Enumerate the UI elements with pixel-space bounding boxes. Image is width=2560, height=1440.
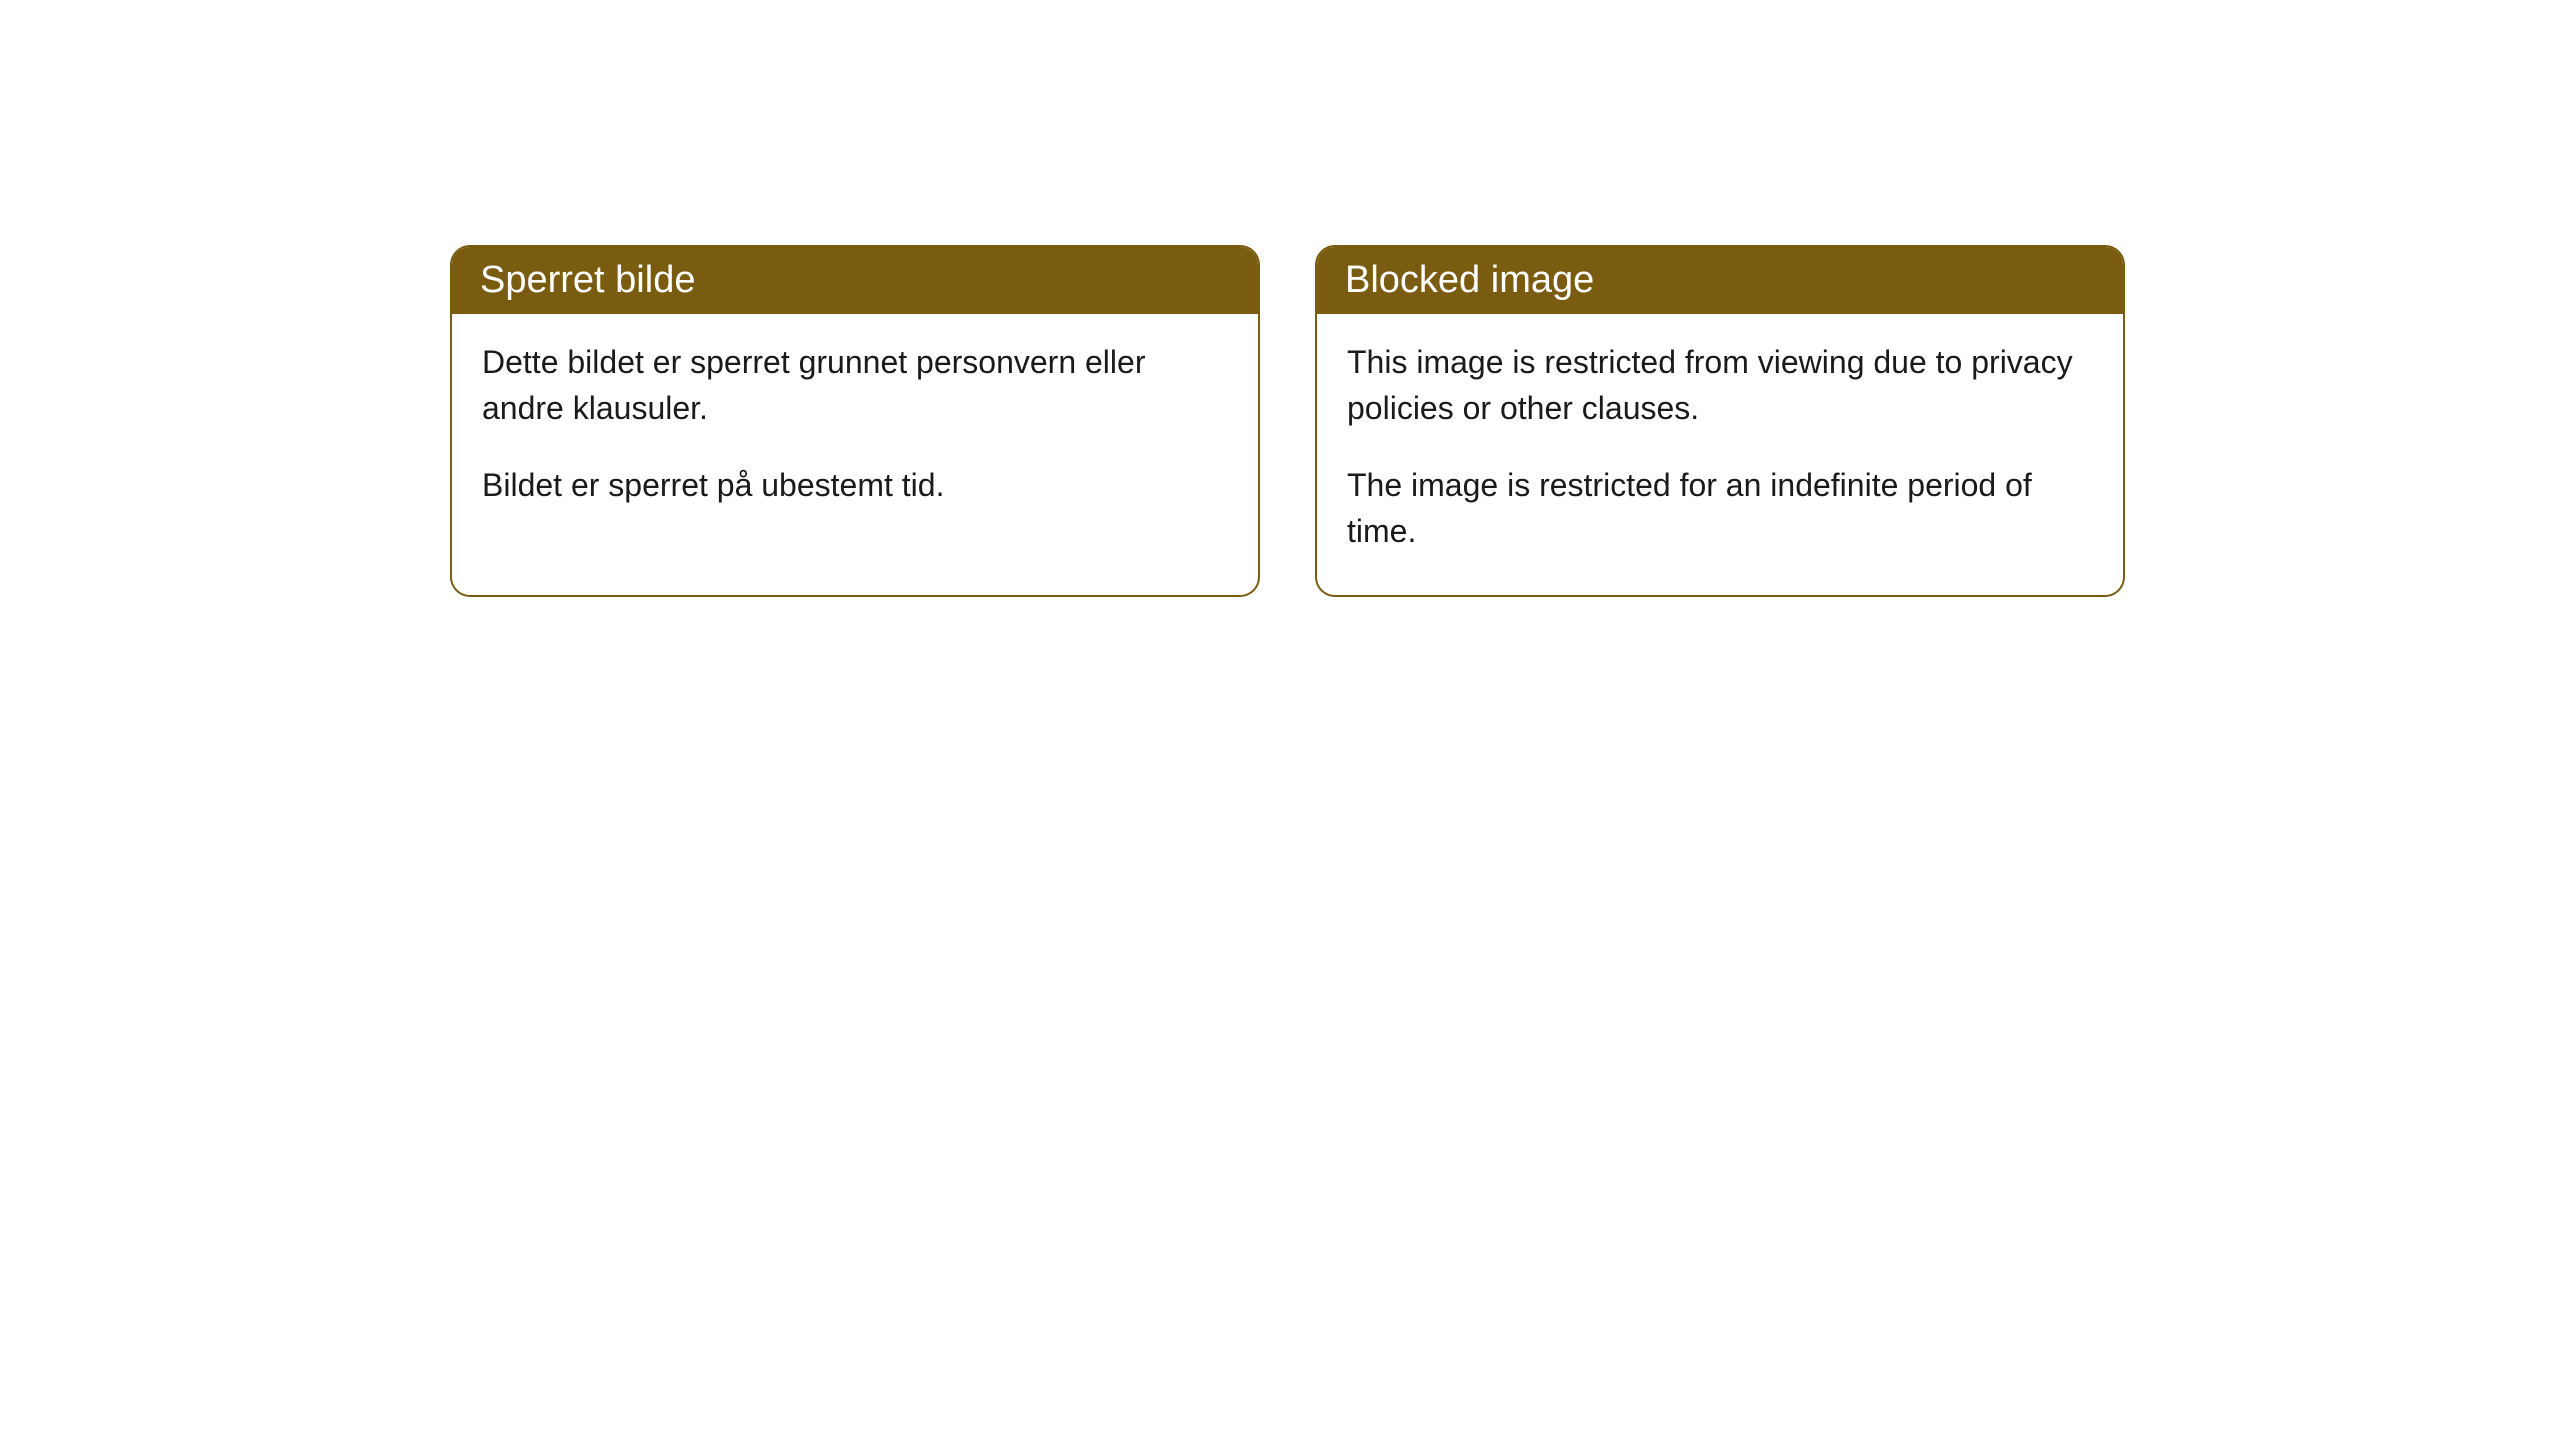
card-paragraph: Bildet er sperret på ubestemt tid. [482, 462, 1228, 508]
card-paragraph: The image is restricted for an indefinit… [1347, 462, 2093, 555]
card-paragraph: This image is restricted from viewing du… [1347, 339, 2093, 432]
card-body: This image is restricted from viewing du… [1317, 314, 2123, 595]
card-header: Blocked image [1317, 247, 2123, 314]
card-header: Sperret bilde [452, 247, 1258, 314]
card-body: Dette bildet er sperret grunnet personve… [452, 314, 1258, 548]
blocked-image-card-norwegian: Sperret bilde Dette bildet er sperret gr… [450, 245, 1260, 597]
card-paragraph: Dette bildet er sperret grunnet personve… [482, 339, 1228, 432]
blocked-image-card-english: Blocked image This image is restricted f… [1315, 245, 2125, 597]
notice-cards-container: Sperret bilde Dette bildet er sperret gr… [450, 245, 2125, 597]
